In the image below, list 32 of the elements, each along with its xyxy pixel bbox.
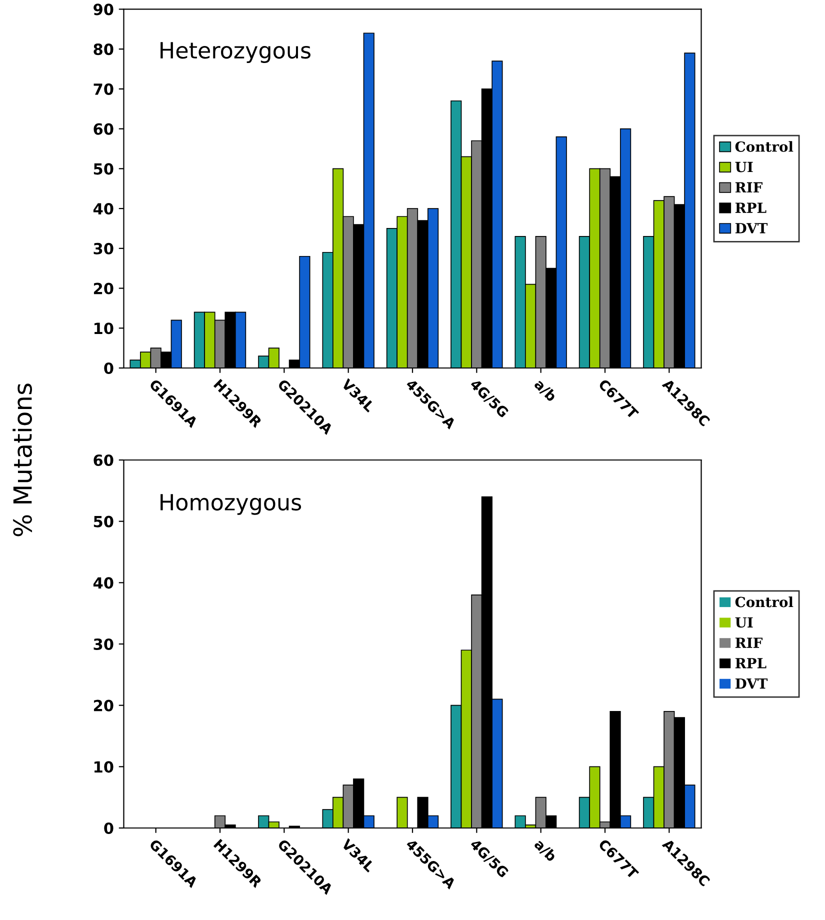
legend-label: RIF [735, 638, 763, 648]
legend-label: Control [735, 141, 794, 152]
x-tick-label: a/b [532, 378, 558, 403]
y-tick-label: 70 [94, 83, 114, 95]
legend-label: DVT [735, 223, 768, 234]
y-tick-label: 20 [94, 700, 114, 712]
legend-label: Control [735, 596, 794, 608]
y-tick-label: 10 [94, 322, 114, 334]
y-tick-label: 80 [94, 44, 114, 56]
y-tick-label: 0 [104, 822, 114, 834]
y-tick-label: 10 [94, 761, 114, 773]
legend-label: UI [735, 162, 753, 172]
x-tick-label: a/b [532, 838, 558, 863]
y-tick-label: 60 [94, 454, 114, 466]
y-tick-label: 40 [93, 577, 114, 589]
y-tick-label: 30 [94, 242, 114, 254]
y-axis-title: % Mutations [12, 384, 32, 536]
y-tick-label: 50 [94, 163, 114, 175]
legend-label: RPL [735, 202, 766, 213]
legend-label: RPL [735, 658, 766, 668]
legend-label: RIF [735, 182, 763, 192]
y-tick-label: 50 [94, 516, 114, 528]
y-tick-label: 90 [94, 4, 114, 16]
text: Homozygous [160, 494, 302, 515]
y-tick-label: 60 [94, 123, 114, 135]
text: Heterozygous [160, 42, 310, 64]
y-tick-label: 30 [94, 638, 114, 650]
y-tick-label: 20 [94, 282, 114, 294]
legend-label: DVT [735, 678, 768, 689]
y-tick-label: 0 [104, 362, 114, 374]
legend-label: UI [735, 617, 753, 628]
y-tick-label: 40 [93, 203, 114, 215]
